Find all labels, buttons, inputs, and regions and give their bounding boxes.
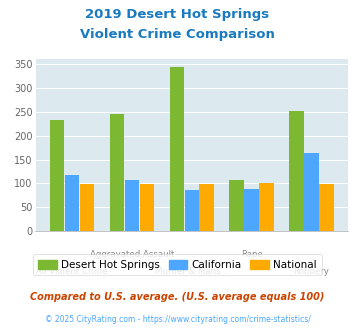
Bar	[140, 184, 154, 231]
Bar	[185, 190, 199, 231]
Bar	[229, 181, 244, 231]
Legend: Desert Hot Springs, California, National: Desert Hot Springs, California, National	[33, 254, 322, 275]
Bar	[65, 175, 79, 231]
Bar	[200, 184, 214, 231]
Text: Violent Crime Comparison: Violent Crime Comparison	[80, 28, 275, 41]
Bar	[319, 184, 334, 231]
Text: Aggravated Assault: Aggravated Assault	[89, 250, 174, 259]
Bar	[125, 180, 139, 231]
Bar	[289, 111, 304, 231]
Bar	[50, 120, 64, 231]
Text: Rape: Rape	[241, 250, 263, 259]
Bar	[245, 189, 259, 231]
Text: Murder & Mans...: Murder & Mans...	[155, 267, 229, 276]
Text: Robbery: Robbery	[294, 267, 329, 276]
Bar	[260, 183, 274, 231]
Bar	[304, 153, 319, 231]
Text: 2019 Desert Hot Springs: 2019 Desert Hot Springs	[86, 8, 269, 21]
Bar	[110, 114, 124, 231]
Text: Compared to U.S. average. (U.S. average equals 100): Compared to U.S. average. (U.S. average …	[30, 292, 325, 302]
Bar	[170, 67, 184, 231]
Text: © 2025 CityRating.com - https://www.cityrating.com/crime-statistics/: © 2025 CityRating.com - https://www.city…	[45, 315, 310, 324]
Bar	[80, 184, 94, 231]
Text: All Violent Crime: All Violent Crime	[36, 267, 108, 276]
